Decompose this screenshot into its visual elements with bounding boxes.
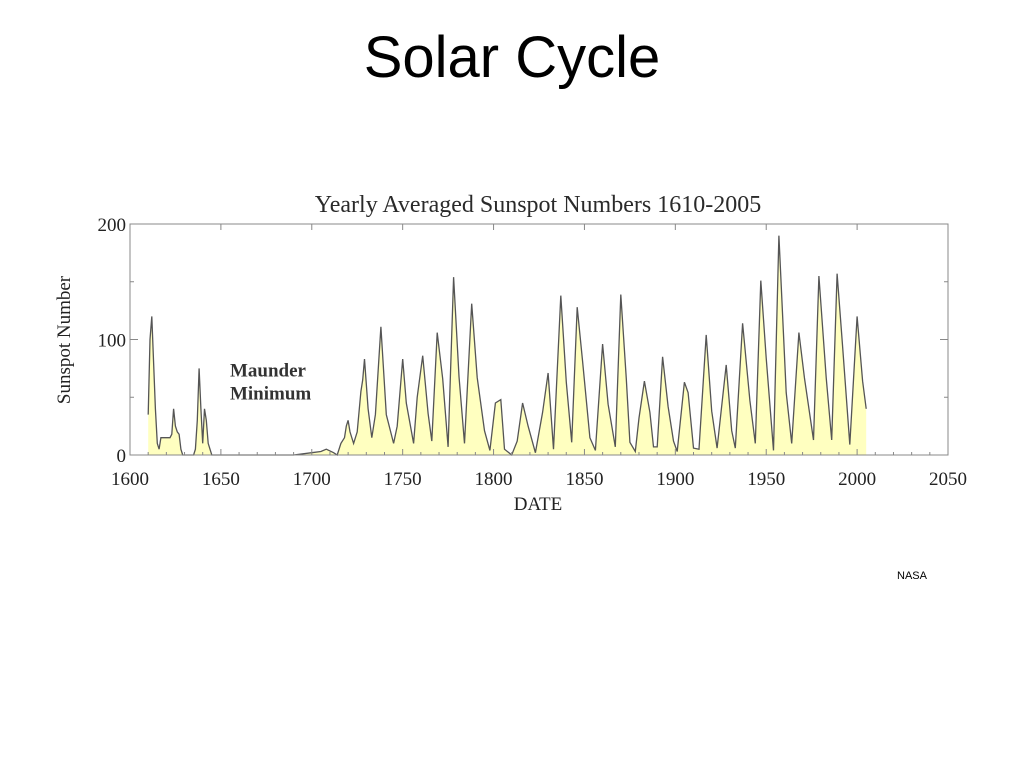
x-tick-label: 2050 [929,469,967,490]
y-tick-label: 200 [98,215,127,236]
credit-label: NASA [897,570,927,582]
x-tick-label: 1950 [747,469,785,490]
x-tick-label: 1750 [384,469,422,490]
maunder-minimum-label-line1: Maunder [230,360,307,381]
plot-area [129,223,949,457]
y-tick-label: 100 [98,331,127,352]
sunspot-area [148,235,867,455]
slide-title: Solar Cycle [363,25,661,90]
x-tick-label: 1600 [111,469,149,490]
maunder-minimum-label-line2: Minimum [230,383,311,404]
x-tick-label: 1800 [475,469,513,490]
x-tick-label: 1650 [202,469,240,490]
x-tick-label: 1900 [656,469,694,490]
x-tick-label: 2000 [838,469,876,490]
x-axis-ticks: 1600 1650 1700 1750 1800 1850 1900 1950 2000 2050 [111,224,967,490]
y-axis-ticks: 0 100 200 [98,215,948,467]
sunspot-chart: Yearly Averaged Sunspot Numbers 1610-200… [54,192,967,515]
y-tick-label: 0 [117,446,127,467]
chart-title: Yearly Averaged Sunspot Numbers 1610-200… [315,192,761,218]
y-axis-label: Sunspot Number [54,275,75,404]
x-tick-label: 1850 [565,469,603,490]
x-tick-label: 1700 [293,469,331,490]
x-axis-label: DATE [514,494,563,515]
